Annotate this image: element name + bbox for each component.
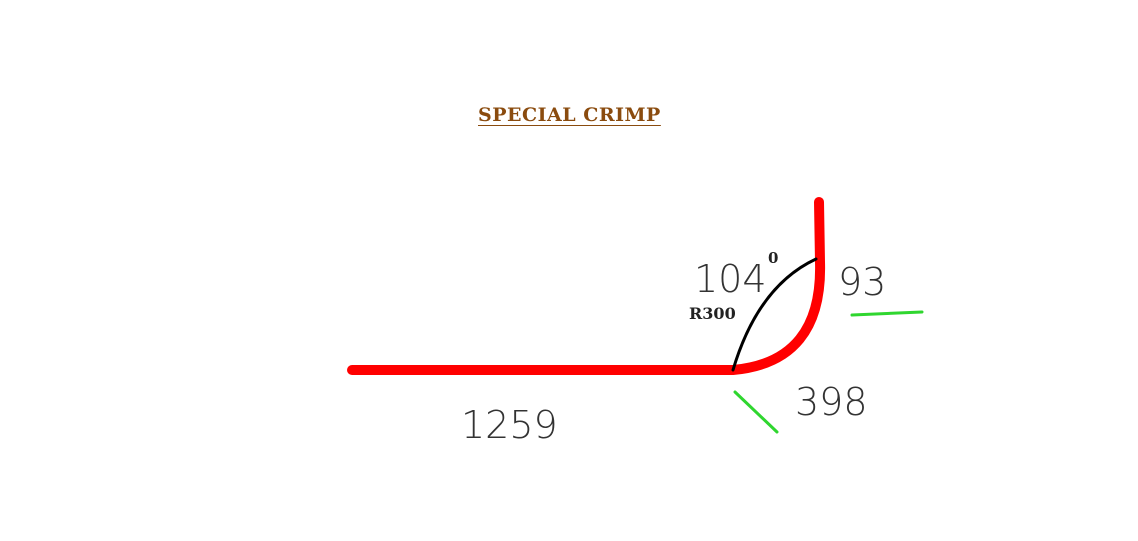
- angle-arc: [731, 257, 818, 372]
- bottom-length-label: 1259: [461, 403, 558, 447]
- vertical-dimension-indicator: [850, 310, 924, 317]
- angle-degree-symbol: 0: [768, 249, 778, 267]
- arc-dimension-indicator: [733, 390, 779, 434]
- arc-length-label: 398: [795, 380, 868, 424]
- radius-label: R300: [689, 304, 736, 323]
- angle-value-label: 104: [694, 257, 767, 301]
- vertical-length-label: 93: [838, 260, 886, 304]
- crimp-profile-line: [347, 197, 826, 375]
- drawing-title: SPECIAL CRIMP: [478, 104, 661, 126]
